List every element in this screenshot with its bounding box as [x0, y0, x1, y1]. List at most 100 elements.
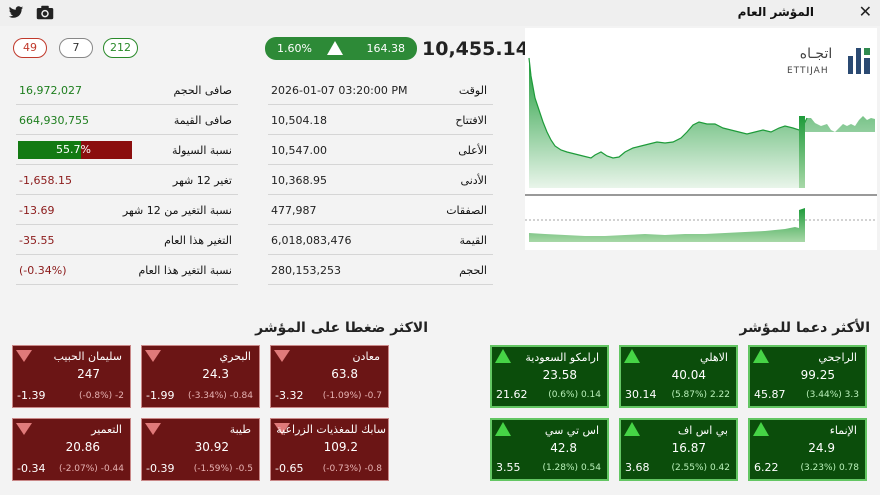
stock-name: سابك للمغذيات الزراعية: [276, 423, 386, 436]
logo-mark-icon: [848, 48, 870, 74]
stock-card-up[interactable]: اس تي سي 42.8 3.55 (1.28%) 0.54: [490, 418, 609, 481]
up-arrow-icon: [624, 422, 640, 436]
stat-label: نسبة التغير من 12 شهر: [122, 204, 232, 217]
title-bar: [0, 0, 880, 26]
stock-change-delta: -0.7: [364, 391, 382, 401]
down-arrow-icon: [16, 423, 32, 435]
stat-label: الحجم: [459, 264, 487, 277]
stock-card-down[interactable]: طيبة 30.92 -0.39 (-1.59%) -0.5: [141, 418, 260, 481]
stock-name: البحري: [219, 350, 251, 363]
up-arrow-icon: [495, 349, 511, 363]
stock-change-delta: 3.3: [844, 390, 859, 400]
stat-row: نسبة التغير من 12 شهر -13.69: [16, 195, 238, 225]
stat-label: صافى القيمة: [173, 114, 232, 127]
stock-change-delta: 0.54: [580, 463, 601, 473]
stock-change-pct: (1.28%): [542, 463, 579, 473]
stock-card-up[interactable]: ارامكو السعودية 23.58 21.62 (0.6%) 0.14: [490, 345, 609, 408]
stock-price: 30.92: [194, 440, 229, 454]
stock-index-impact: -1.39: [17, 389, 46, 402]
stat-row: الحجم 280,153,253: [268, 255, 493, 285]
stock-change-pct: (3.44%): [806, 390, 842, 400]
intraday-chart: اتجـاه ETTIJAH: [525, 28, 877, 250]
stat-label: تغير 12 شهر: [172, 174, 232, 187]
stat-row: القيمة 6,018,083,476: [268, 225, 493, 255]
stock-change-delta: -0.84: [229, 391, 253, 401]
stock-change: (-0.8%) -2: [79, 391, 124, 401]
stat-label: الافتتاح: [455, 114, 487, 127]
down-arrow-icon: [274, 350, 290, 362]
up-arrow-icon: [753, 422, 769, 436]
stock-card-down[interactable]: التعمير 20.86 -0.34 (-2.07%) -0.44: [12, 418, 131, 481]
stock-card-up[interactable]: الاهلي 40.04 30.14 (5.87%) 2.22: [619, 345, 738, 408]
price-area-tail: [799, 116, 805, 188]
down-arrow-icon: [145, 350, 161, 362]
stat-label: الأدنى: [460, 174, 487, 187]
stock-change-pct: (-3.34%): [187, 391, 227, 401]
stat-value: 10,368.95: [271, 174, 327, 187]
stat-label: الأعلى: [458, 144, 487, 157]
stat-value: 2026-01-07 03:20:00 PM: [271, 84, 408, 97]
stock-change: (-1.09%) -0.7: [323, 391, 382, 401]
stock-name: اس تي سي: [544, 424, 599, 437]
stock-index-impact: -0.34: [17, 462, 46, 475]
stock-card-down[interactable]: سليمان الحبيب 247 -1.39 (-0.8%) -2: [12, 345, 131, 408]
stock-index-impact: 6.22: [754, 461, 779, 474]
camera-icon[interactable]: [36, 5, 54, 20]
stat-label: نسبة السيولة: [171, 144, 232, 157]
stock-change-pct: (-0.73%): [322, 464, 362, 474]
stock-change-delta: 2.22: [709, 390, 730, 400]
stat-row: الأعلى 10,547.00: [268, 135, 493, 165]
stat-row: نسبة التغير هذا العام (-0.34%): [16, 255, 238, 285]
stock-card-up[interactable]: بي اس اف 16.87 3.68 (2.55%) 0.42: [619, 418, 738, 481]
pressuring-section-title: الاكثر ضغطا على المؤشر: [255, 320, 428, 336]
stock-card-down[interactable]: سابك للمغذيات الزراعية 109.2 -0.65 (-0.7…: [270, 418, 389, 481]
stock-change: (0.6%) 0.14: [548, 390, 601, 400]
stock-change-pct: (-1.09%): [322, 391, 362, 401]
stat-row: نسبة السيولة 55.7%: [16, 135, 238, 165]
stat-row: التغير هذا العام -35.55: [16, 225, 238, 255]
stat-value: 664,930,755: [19, 114, 89, 127]
stock-name: الراجحي: [818, 351, 857, 364]
down-arrow-icon: [274, 423, 290, 435]
stock-change-pct: (2.55%): [671, 463, 708, 473]
liquidity-bar: 55.7%: [18, 141, 132, 159]
stock-price: 247: [77, 367, 100, 381]
stat-value: 10,547.00: [271, 144, 327, 157]
stat-value: 477,987: [271, 204, 317, 217]
stock-price: 24.9: [808, 441, 835, 455]
stock-change: (5.87%) 2.22: [671, 390, 730, 400]
stock-change-delta: -0.5: [235, 464, 253, 474]
stock-price: 42.8: [550, 441, 577, 455]
twitter-icon[interactable]: [8, 6, 24, 19]
stat-row: الصفقات 477,987: [268, 195, 493, 225]
stock-name: معادن: [352, 350, 380, 363]
stock-name: ارامكو السعودية: [525, 351, 599, 364]
stats-table-right: الوقت 2026-01-07 03:20:00 PM الافتتاح 10…: [268, 75, 493, 285]
stat-value: 16,972,027: [19, 84, 82, 97]
stat-label: التغير هذا العام: [164, 234, 232, 247]
stock-name: سليمان الحبيب: [53, 350, 122, 363]
price-line: [528, 57, 808, 159]
stock-card-down[interactable]: معادن 63.8 -3.32 (-1.09%) -0.7: [270, 345, 389, 408]
stock-change-pct: (0.6%): [548, 390, 579, 400]
stock-card-down[interactable]: البحري 24.3 -1.99 (-3.34%) -0.84: [141, 345, 260, 408]
stock-change: (-0.73%) -0.8: [323, 464, 382, 474]
index-change-badge: 1.60% 164.38: [265, 37, 417, 60]
stat-row: صافى القيمة 664,930,755: [16, 105, 238, 135]
stock-price: 20.86: [65, 440, 100, 454]
stat-row: الأدنى 10,368.95: [268, 165, 493, 195]
stock-name: الاهلي: [700, 351, 728, 364]
up-arrow-icon: [624, 349, 640, 363]
close-icon[interactable]: ✕: [858, 2, 872, 21]
stock-index-impact: 3.55: [496, 461, 521, 474]
stock-card-up[interactable]: الإنماء 24.9 6.22 (3.23%) 0.78: [748, 418, 867, 481]
stock-name: طيبة: [229, 423, 251, 436]
stock-card-up[interactable]: الراجحي 99.25 45.87 (3.44%) 3.3: [748, 345, 867, 408]
stock-price: 63.8: [331, 367, 358, 381]
stat-value: 10,504.18: [271, 114, 327, 127]
stock-name: الإنماء: [829, 424, 857, 437]
stock-change: (3.44%) 3.3: [806, 390, 859, 400]
stat-value: 280,153,253: [271, 264, 341, 277]
intraday-chart-svg: [525, 57, 877, 242]
change-percent: 1.60%: [277, 42, 312, 55]
